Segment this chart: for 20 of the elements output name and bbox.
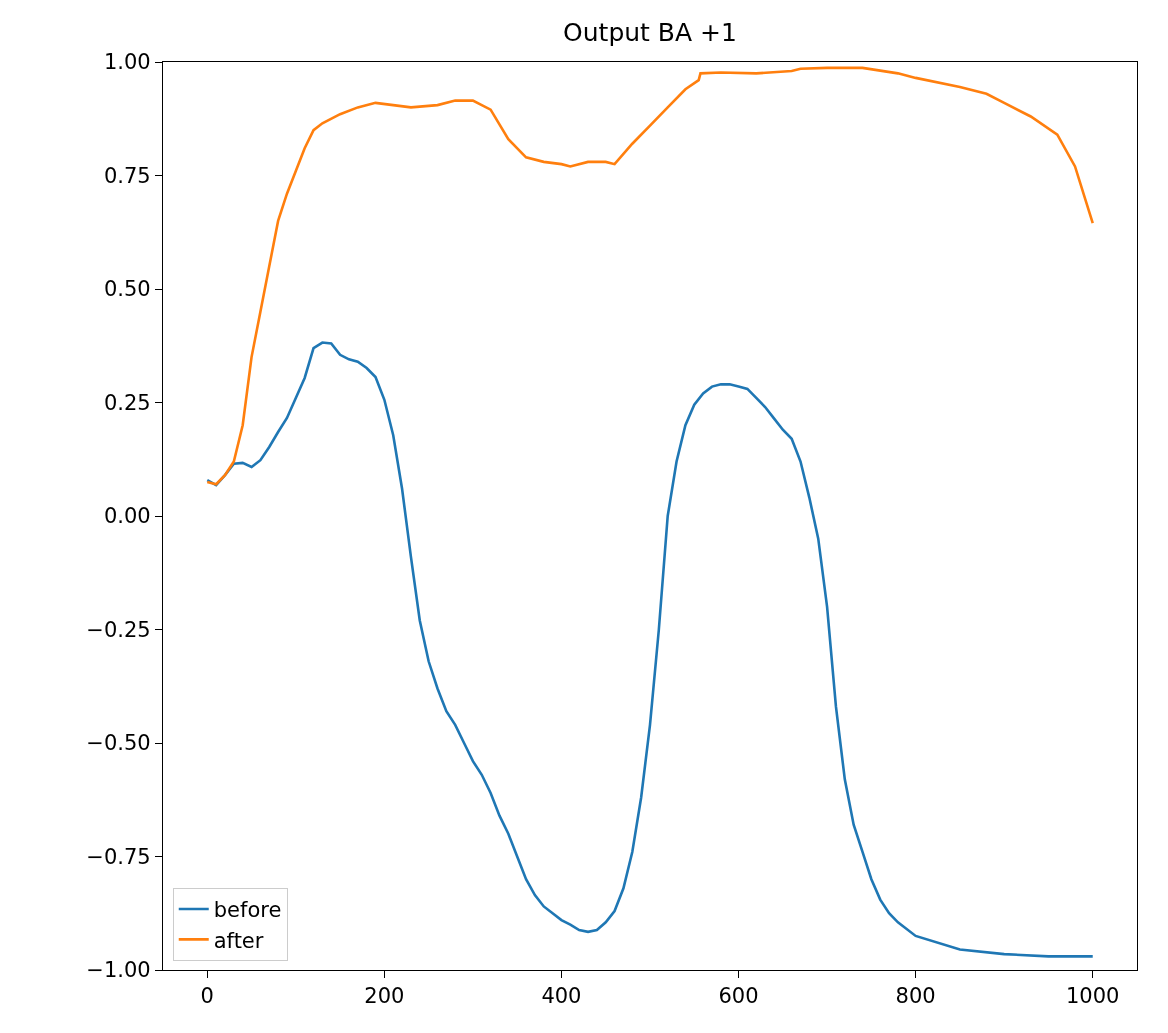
y-tick-label: 0.50 — [103, 277, 151, 302]
y-tick-label: −0.25 — [86, 617, 151, 642]
legend-label: after — [213, 928, 264, 953]
line-series — [205, 66, 1095, 486]
x-tick-label: 1000 — [1066, 984, 1120, 1009]
x-tick-label: 800 — [895, 984, 936, 1009]
x-tick-label: 0 — [200, 984, 214, 1009]
y-tick-label: 0.75 — [103, 163, 151, 188]
x-tick-label: 600 — [718, 984, 759, 1009]
line-series — [205, 341, 1095, 958]
x-tick-label: 200 — [364, 984, 405, 1009]
x-tick-label: 400 — [541, 984, 582, 1009]
y-tick-label: −0.50 — [86, 731, 151, 756]
y-tick-label: −0.75 — [86, 844, 151, 869]
chart-title: Output BA +1 — [563, 17, 737, 47]
legend-label: before — [213, 898, 282, 923]
y-tick-label: 1.00 — [103, 50, 151, 75]
y-tick-label: 0.00 — [103, 504, 151, 529]
y-tick-label: 0.25 — [103, 390, 151, 415]
y-tick-label: −1.00 — [86, 958, 151, 983]
